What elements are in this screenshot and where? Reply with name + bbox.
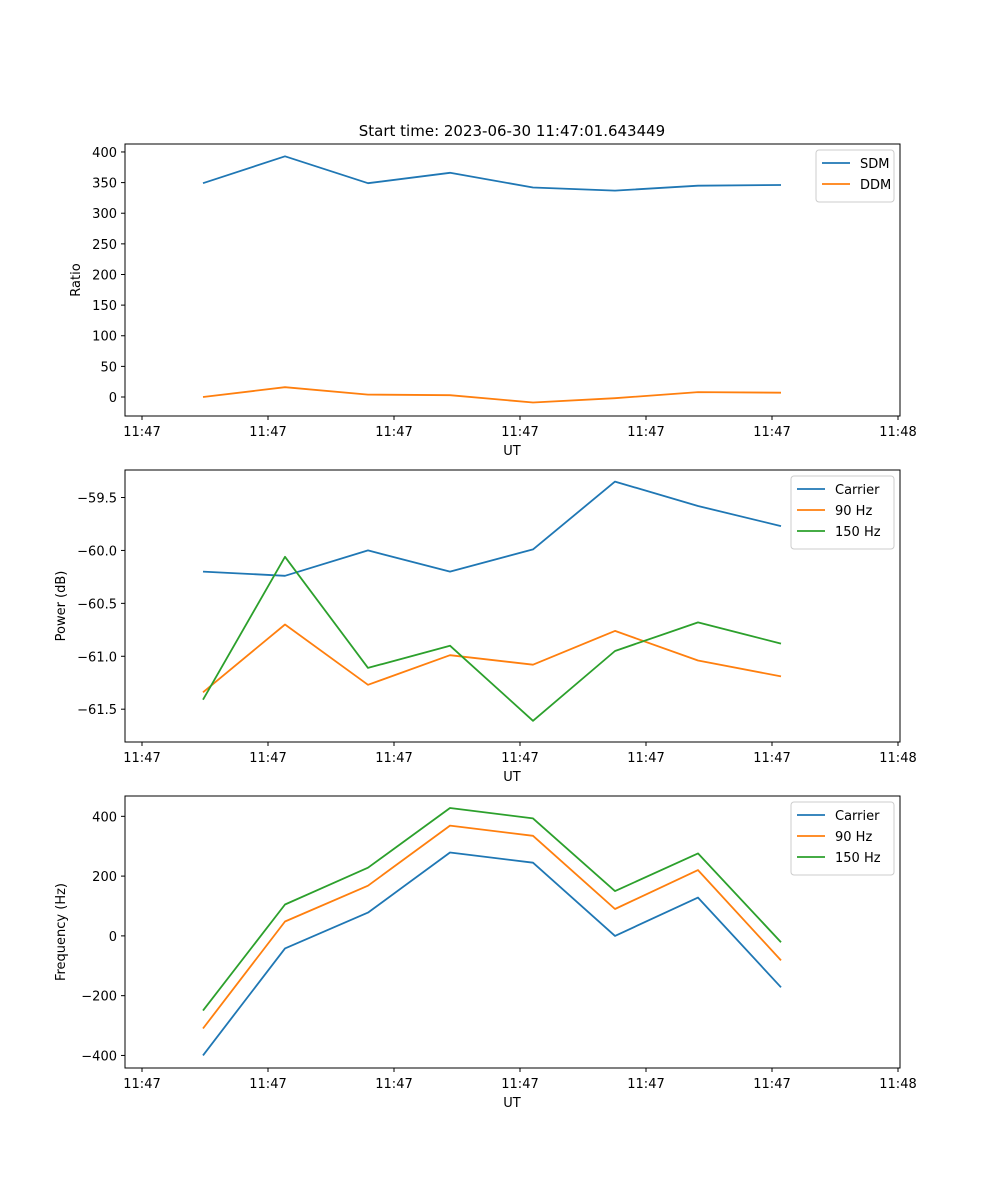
y-axis-label: Ratio [69,263,84,296]
chart-panel-1: 11:47 11:47 11:47 11:47 11:47 11:47 11:48 UT 0 50… [69,143,917,459]
y-tick-label: 200 [92,268,117,283]
x-tick-label: 11:47 [249,1077,286,1092]
x-tick-label: 11:47 [249,751,286,766]
legend-entry: 150 Hz [835,525,881,540]
legend: Carrier 90 Hz 150 Hz [790,801,895,876]
y-tick-label: −60.5 [77,597,117,612]
series-line-ddm [202,386,782,404]
series-line-sdm [202,155,782,192]
y-tick-label: 200 [92,870,117,885]
y-tick-label: 350 [92,177,117,192]
y-tick-label: −61.5 [77,703,117,718]
legend: SDM DDM [815,149,895,203]
x-tick-label: 11:47 [627,1077,664,1092]
y-tick-label: −60.0 [77,544,117,559]
x-tick-label: 11:48 [879,751,916,766]
y-tick-label: 0 [109,391,117,406]
x-axis-label: UT [503,770,521,785]
x-tick-label: 11:47 [627,425,664,440]
axes-frame [124,795,901,1069]
x-tick-label: 11:47 [375,1077,412,1092]
x-tick-label: 11:47 [753,425,790,440]
y-tick-label: 300 [92,207,117,222]
series-line-90-hz [202,623,782,693]
x-tick-label: 11:48 [879,1077,916,1092]
x-tick-label: 11:47 [123,425,160,440]
y-tick-label: −61.0 [77,650,117,665]
series-line-150-hz [202,555,782,722]
legend-entry: 150 Hz [835,851,881,866]
series-line-carrier [202,851,782,1056]
axes-frame [124,469,901,743]
y-tick-label: 100 [92,330,117,345]
legend-entry: 90 Hz [835,830,872,845]
x-tick-label: 11:48 [879,425,916,440]
y-axis-label: Frequency (Hz) [54,883,69,981]
y-axis-label: Power (dB) [54,571,69,642]
x-tick-label: 11:47 [753,1077,790,1092]
y-tick-label: 150 [92,299,117,314]
x-tick-label: 11:47 [375,425,412,440]
figure-title: Start time: 2023-06-30 11:47:01.643449 [359,122,665,140]
y-tick-label: −200 [81,990,117,1005]
legend-entry: 90 Hz [835,504,872,519]
series-line-carrier [202,480,782,577]
x-axis-label: UT [503,444,521,459]
chart-panel-3: 11:47 11:47 11:47 11:47 11:47 11:47 11:48 UT −40… [54,795,917,1111]
x-axis-label: UT [503,1096,521,1111]
x-tick-label: 11:47 [123,1077,160,1092]
y-tick-label: 250 [92,238,117,253]
axes-frame [124,143,901,417]
y-tick-label: 0 [109,930,117,945]
legend: Carrier 90 Hz 150 Hz [790,475,895,550]
series-line-150-hz [202,807,782,1012]
x-tick-label: 11:47 [249,425,286,440]
chart-panel-2: 11:47 11:47 11:47 11:47 11:47 11:47 11:48 UT −61… [54,469,917,785]
x-tick-label: 11:47 [753,751,790,766]
legend-entry: DDM [860,178,891,193]
legend-entry: Carrier [835,483,880,498]
charts-container: 11:47 11:47 11:47 11:47 11:47 11:47 11:48 UT 0 50… [54,143,917,1111]
x-tick-label: 11:47 [501,425,538,440]
legend-entry: SDM [860,157,889,172]
x-tick-label: 11:47 [375,751,412,766]
x-tick-label: 11:47 [501,751,538,766]
x-tick-label: 11:47 [627,751,664,766]
y-tick-label: −400 [81,1049,117,1064]
x-tick-label: 11:47 [501,1077,538,1092]
y-tick-label: 400 [92,810,117,825]
y-tick-label: 400 [92,146,117,161]
series-line-90-hz [202,824,782,1030]
y-tick-label: 50 [100,360,117,375]
x-tick-label: 11:47 [123,751,160,766]
y-tick-label: −59.5 [77,492,117,507]
legend-entry: Carrier [835,809,880,824]
